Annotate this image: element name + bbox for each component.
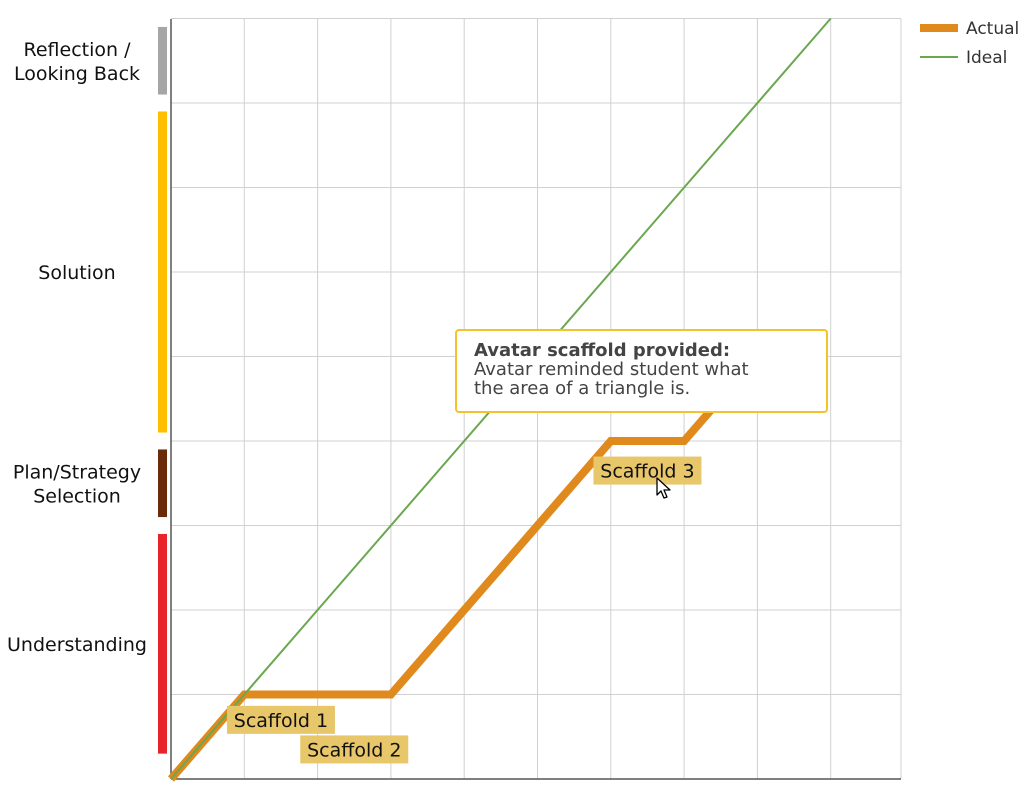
scaffold-label: Scaffold 1	[234, 710, 328, 732]
scaffold-labels: Scaffold 1 Scaffold 2 Scaffold 3	[226, 456, 702, 764]
scaffold-label: Scaffold 3	[600, 461, 694, 483]
phase-label: Plan/Strategy Selection	[13, 461, 141, 507]
scaffold-label: Scaffold 2	[307, 739, 401, 761]
legend-label: Actual	[966, 19, 1019, 39]
phase-bar	[158, 111, 167, 433]
phase-label-line: Looking Back	[14, 63, 140, 85]
scaffold-label-box	[300, 735, 409, 764]
phase-label-line: Selection	[33, 485, 121, 507]
scaffold-label-box	[593, 456, 702, 485]
phase-bar	[158, 26, 167, 95]
legend-label: Ideal	[966, 48, 1007, 68]
phase-bar	[158, 533, 167, 754]
phase-label: Understanding	[7, 634, 147, 656]
tooltip-pointer-shape	[629, 408, 657, 448]
phase-label-line: Plan/Strategy	[13, 461, 141, 483]
tooltip-title: Avatar scaffold provided:	[474, 340, 731, 361]
phase-label-line: Reflection /	[24, 39, 132, 61]
phase-label: Solution	[38, 262, 115, 284]
scaffold-label-box	[226, 705, 335, 734]
cursor-shape	[656, 477, 671, 499]
phase-label-line: Understanding	[7, 634, 147, 656]
legend: Actual Ideal	[920, 19, 1019, 68]
tooltip-body: Avatar reminded student what the area of…	[474, 359, 749, 399]
phase-label: Reflection / Looking Back	[14, 39, 140, 85]
axes	[170, 19, 901, 780]
phase-bars: Understanding Plan/Strategy Selection Solut…	[7, 26, 167, 754]
phase-label-line: Solution	[38, 262, 115, 284]
phase-bar	[158, 449, 167, 518]
arrow-cursor-icon	[656, 477, 671, 499]
scaffold-tooltip: Avatar scaffold provided: Avatar reminde…	[455, 329, 828, 413]
